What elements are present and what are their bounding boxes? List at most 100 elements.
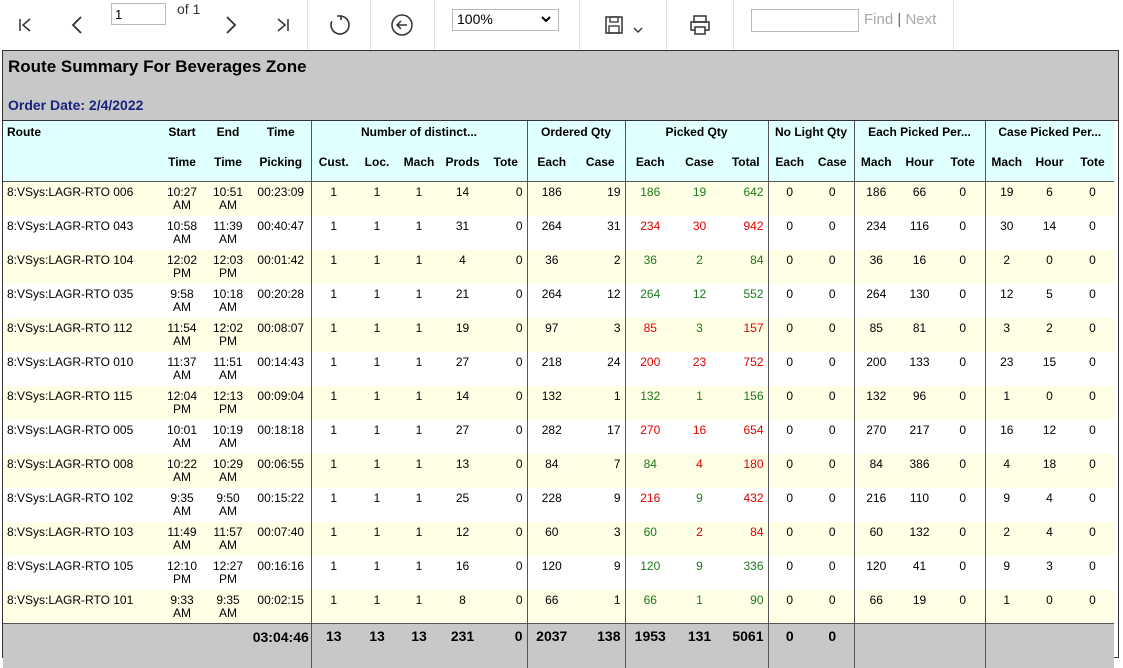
cell-o-case: 3 — [576, 522, 625, 556]
col-tote[interactable]: Tote — [485, 151, 527, 182]
chevron-down-icon — [540, 13, 552, 25]
cell-p-each: 132 — [625, 386, 675, 420]
cell-n-case: 0 — [811, 318, 854, 352]
export-button[interactable] — [598, 0, 650, 50]
find-input[interactable] — [751, 9, 859, 32]
cell-o-case: 9 — [576, 488, 625, 522]
page-number-input[interactable] — [111, 3, 166, 25]
cell-mach: 1 — [398, 284, 440, 318]
cell-n-case: 0 — [811, 420, 854, 454]
cell-c-mach: 16 — [985, 420, 1028, 454]
col-picked-case[interactable]: Case — [675, 151, 724, 182]
col-ordered-each[interactable]: Each — [527, 151, 576, 182]
col-time-sub: Picking — [251, 151, 311, 182]
col-picked-each[interactable]: Each — [625, 151, 675, 182]
next-link[interactable]: Next — [905, 11, 936, 28]
col-nolight-case[interactable]: Case — [811, 151, 854, 182]
cell-prods: 25 — [440, 488, 485, 522]
cell-end: 12:27 PM — [205, 556, 251, 590]
cell-p-case: 30 — [675, 216, 724, 250]
cell-p-total: 432 — [724, 488, 768, 522]
cell-e-tote: 0 — [941, 556, 985, 590]
zoom-select[interactable]: 100% — [452, 9, 559, 31]
cell-n-case: 0 — [811, 216, 854, 250]
col-each-tote[interactable]: Tote — [941, 151, 985, 182]
col-case-hour[interactable]: Hour — [1028, 151, 1071, 182]
cell-e-mach: 264 — [854, 284, 898, 318]
cell-e-hour: 116 — [898, 216, 941, 250]
cell-start: 10:27 AM — [159, 182, 205, 216]
find-link[interactable]: Find — [864, 11, 893, 28]
cell-tote: 0 — [485, 250, 527, 284]
cell-e-tote: 0 — [941, 522, 985, 556]
cell-p-case: 23 — [675, 352, 724, 386]
cell-loc: 1 — [356, 318, 398, 352]
cell-e-tote: 0 — [941, 318, 985, 352]
toolbar-divider — [434, 0, 435, 50]
cell-p-each: 264 — [625, 284, 675, 318]
cell-p-total: 654 — [724, 420, 768, 454]
total-picked-total: 5061 — [724, 624, 768, 668]
col-end[interactable]: End — [205, 121, 251, 151]
cell-prods: 21 — [440, 284, 485, 318]
route-summary-table: Route Start End Time Number of distinct.… — [3, 121, 1114, 668]
totals-label-cell — [3, 624, 159, 668]
cell-o-case: 9 — [576, 556, 625, 590]
col-start[interactable]: Start — [159, 121, 205, 151]
col-nolight-each[interactable]: Each — [768, 151, 811, 182]
cell-c-tote: 0 — [1071, 352, 1114, 386]
cell-p-case: 1 — [675, 590, 724, 624]
col-each-mach[interactable]: Mach — [854, 151, 898, 182]
cell-e-hour: 130 — [898, 284, 941, 318]
cell-e-hour: 133 — [898, 352, 941, 386]
cell-c-hour: 0 — [1028, 250, 1071, 284]
col-cust[interactable]: Cust. — [311, 151, 356, 182]
cell-loc: 1 — [356, 284, 398, 318]
next-page-button[interactable] — [216, 0, 246, 50]
find-separator: | — [897, 11, 901, 28]
col-prods[interactable]: Prods — [440, 151, 485, 182]
cell-c-hour: 3 — [1028, 556, 1071, 590]
cell-mach: 1 — [398, 556, 440, 590]
cell-p-case: 12 — [675, 284, 724, 318]
cell-picking: 00:14:43 — [251, 352, 311, 386]
cell-c-mach: 1 — [985, 590, 1028, 624]
cell-p-each: 36 — [625, 250, 675, 284]
cell-p-case: 4 — [675, 454, 724, 488]
cell-route: 8:VSys:LAGR-RTO 101 — [3, 590, 159, 624]
cell-c-hour: 6 — [1028, 182, 1071, 216]
last-page-button[interactable] — [268, 0, 298, 50]
previous-page-button[interactable] — [62, 0, 92, 50]
cell-o-case: 1 — [576, 386, 625, 420]
col-route[interactable]: Route — [3, 121, 159, 151]
cell-mach: 1 — [398, 488, 440, 522]
report-header: Route Summary For Beverages Zone Order D… — [3, 51, 1118, 121]
col-case-tote[interactable]: Tote — [1071, 151, 1114, 182]
first-page-button[interactable] — [10, 0, 40, 50]
cell-c-tote: 0 — [1071, 386, 1114, 420]
col-ordered-case[interactable]: Case — [576, 151, 625, 182]
refresh-button[interactable] — [322, 0, 358, 50]
col-mach[interactable]: Mach — [398, 151, 440, 182]
cell-c-tote: 0 — [1071, 556, 1114, 590]
col-time[interactable]: Time — [251, 121, 311, 151]
page-count-label: of 1 — [177, 1, 200, 17]
cell-n-case: 0 — [811, 250, 854, 284]
col-loc[interactable]: Loc. — [356, 151, 398, 182]
cell-n-each: 0 — [768, 420, 811, 454]
cell-tote: 0 — [485, 284, 527, 318]
col-each-hour[interactable]: Hour — [898, 151, 941, 182]
cell-e-hour: 19 — [898, 590, 941, 624]
col-case-mach[interactable]: Mach — [985, 151, 1028, 182]
cell-e-tote: 0 — [941, 182, 985, 216]
back-button[interactable] — [386, 0, 418, 50]
col-picked-total[interactable]: Total — [724, 151, 768, 182]
print-button[interactable] — [684, 0, 716, 50]
cell-loc: 1 — [356, 420, 398, 454]
cell-c-mach: 23 — [985, 352, 1028, 386]
cell-n-each: 0 — [768, 352, 811, 386]
cell-prods: 13 — [440, 454, 485, 488]
cell-o-case: 3 — [576, 318, 625, 352]
cell-prods: 8 — [440, 590, 485, 624]
cell-o-each: 264 — [527, 284, 576, 318]
